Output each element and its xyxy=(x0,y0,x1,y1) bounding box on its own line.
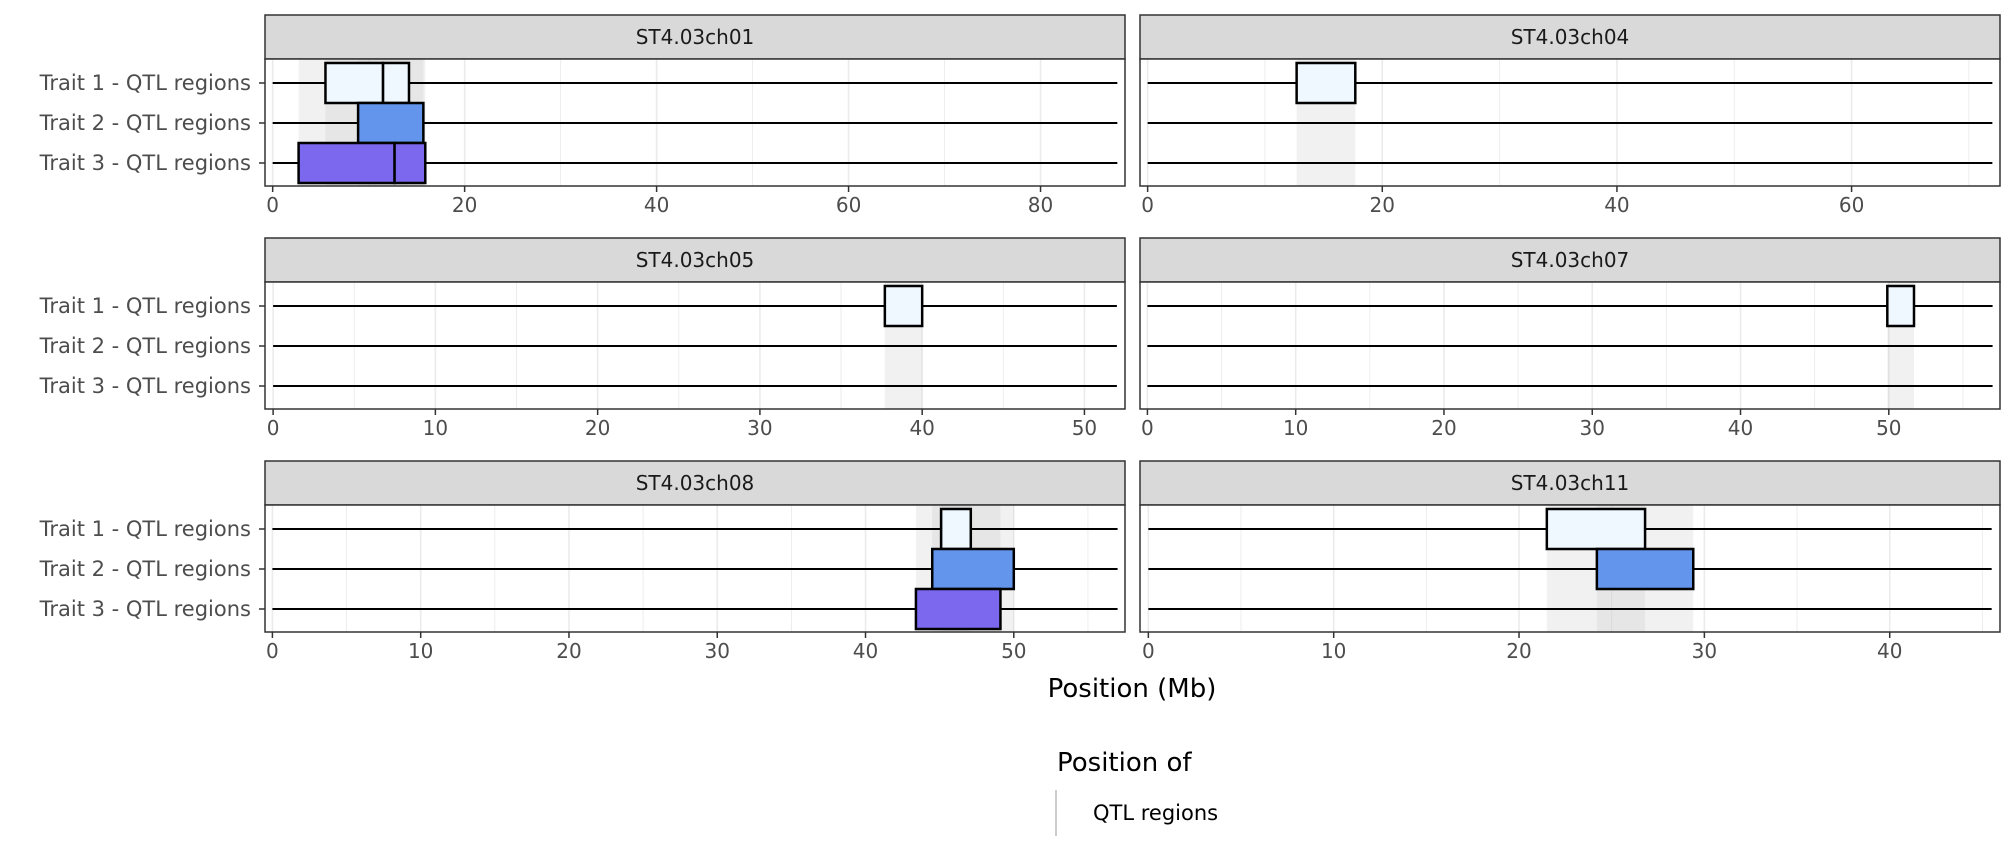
strip-st4-03ch01 xyxy=(264,14,1126,60)
strip-label: ST4.03ch04 xyxy=(1511,25,1630,49)
facet-st4-03ch11: ST4.03ch11 0 10 20 30 40 xyxy=(1139,460,2001,663)
facet-st4-03ch01: ST4.03ch01 0 20 40 60 80 Trait 1 - QTL regions… xyxy=(39,14,1126,217)
strip-st4-03ch04 xyxy=(1139,14,2001,60)
strip-label: ST4.03ch11 xyxy=(1511,471,1630,495)
legend-label-qtl-regions: QTL regions xyxy=(1093,801,1218,825)
facet-panels: ST4.03ch01 0 20 40 60 80 Trait 1 - QTL regions… xyxy=(39,14,2001,663)
qtl-box-trait-3 xyxy=(297,141,396,185)
qtl-box-trait-1 xyxy=(1886,284,1916,328)
x-tick-label: 30 xyxy=(1692,639,1717,663)
qtl-box-trait-2 xyxy=(930,547,1016,591)
panel-border xyxy=(1139,504,2001,633)
x-tick-label: 30 xyxy=(1580,416,1605,440)
x-tick-label: 50 xyxy=(1876,416,1901,440)
qtl-box-trait-1 xyxy=(883,284,924,328)
x-tick-label: 0 xyxy=(266,193,279,217)
x-tick-label: 60 xyxy=(1839,193,1864,217)
y-tick-label: Trait 2 - QTL regions xyxy=(39,334,251,358)
strip-label: ST4.03ch01 xyxy=(636,25,755,49)
qtl-box-trait-1 xyxy=(1295,61,1357,105)
x-tick-label: 10 xyxy=(408,639,433,663)
x-tick-label: 50 xyxy=(1001,639,1026,663)
qtl-box-trait-1 xyxy=(381,61,411,105)
x-tick-label: 0 xyxy=(266,639,279,663)
panel-border xyxy=(1139,281,2001,410)
x-tick-label: 40 xyxy=(853,639,878,663)
qtl-box-trait-2 xyxy=(1595,547,1695,591)
x-axis-title: Position (Mb) xyxy=(1048,674,1217,704)
strip-label: ST4.03ch08 xyxy=(636,471,755,495)
y-tick-label: Trait 2 - QTL regions xyxy=(39,111,251,135)
x-tick-label: 20 xyxy=(452,193,477,217)
x-tick-label: 40 xyxy=(909,416,934,440)
x-tick-label: 0 xyxy=(267,416,280,440)
x-tick-label: 40 xyxy=(1877,639,1902,663)
x-tick-label: 60 xyxy=(836,193,861,217)
x-tick-label: 20 xyxy=(1506,639,1531,663)
x-tick-label: 10 xyxy=(423,416,448,440)
x-tick-label: 20 xyxy=(1370,193,1395,217)
legend-title: Position of xyxy=(1057,748,1192,778)
x-tick-label: 50 xyxy=(1072,416,1097,440)
x-tick-label: 0 xyxy=(1142,639,1155,663)
strip-st4-03ch07 xyxy=(1139,237,2001,283)
qtl-box-trait-1 xyxy=(324,61,385,105)
y-tick-label: Trait 1 - QTL regions xyxy=(39,294,251,318)
y-tick-label: Trait 1 - QTL regions xyxy=(39,71,251,95)
x-tick-label: 10 xyxy=(1321,639,1346,663)
x-tick-label: 20 xyxy=(556,639,581,663)
qtl-box-trait-1 xyxy=(939,507,973,551)
strip-label: ST4.03ch07 xyxy=(1511,248,1630,272)
x-tick-label: 30 xyxy=(747,416,772,440)
y-tick-label: Trait 2 - QTL regions xyxy=(39,557,251,581)
x-tick-label: 0 xyxy=(1141,193,1154,217)
legend: Position of QTL regions xyxy=(1055,748,1218,836)
qtl-box-trait-3 xyxy=(393,141,427,185)
facet-st4-03ch08: ST4.03ch08 0 10 20 30 40 50 Trait 1 - QTL regio… xyxy=(39,460,1126,663)
panel-border xyxy=(1139,58,2001,187)
y-tick-label: Trait 3 - QTL regions xyxy=(39,597,251,621)
strip-st4-03ch11 xyxy=(1139,460,2001,506)
x-tick-label: 40 xyxy=(1728,416,1753,440)
qtl-box-trait-3 xyxy=(914,587,1002,631)
facet-st4-03ch04: ST4.03ch04 0 20 40 60 xyxy=(1139,14,2001,217)
x-tick-label: 20 xyxy=(585,416,610,440)
y-tick-label: Trait 1 - QTL regions xyxy=(39,517,251,541)
x-tick-label: 10 xyxy=(1283,416,1308,440)
facet-st4-03ch05: ST4.03ch05 0 10 20 30 40 50 Trait 1 - QTL regio… xyxy=(39,237,1126,440)
qtl-box-trait-2 xyxy=(356,101,425,145)
x-tick-label: 0 xyxy=(1141,416,1154,440)
y-tick-label: Trait 3 - QTL regions xyxy=(39,374,251,398)
y-tick-label: Trait 3 - QTL regions xyxy=(39,151,251,175)
x-tick-label: 30 xyxy=(705,639,730,663)
x-tick-label: 40 xyxy=(1604,193,1629,217)
x-tick-label: 40 xyxy=(644,193,669,217)
x-tick-label: 20 xyxy=(1431,416,1456,440)
qtl-box-trait-1 xyxy=(1545,507,1647,551)
x-tick-label: 80 xyxy=(1028,193,1053,217)
facet-st4-03ch07: ST4.03ch07 0 10 20 30 40 50 xyxy=(1139,237,2001,440)
strip-label: ST4.03ch05 xyxy=(636,248,755,272)
